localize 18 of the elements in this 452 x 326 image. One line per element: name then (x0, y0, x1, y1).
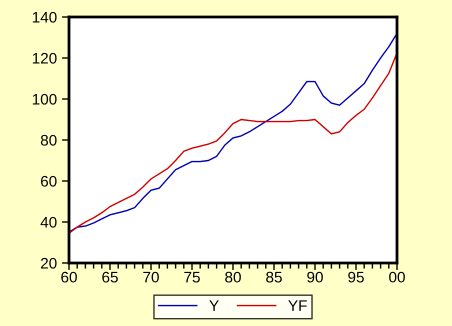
x-tick-label: 75 (184, 272, 200, 283)
x-tick-label: 90 (307, 272, 323, 283)
y-tick-label: 140 (32, 12, 57, 23)
legend-label: YF (288, 300, 307, 311)
y-tick-label: 100 (32, 94, 57, 105)
y-tick-label: 120 (32, 52, 57, 64)
x-tick-label: 80 (225, 272, 241, 283)
x-tick-label: 70 (143, 272, 159, 283)
y-tick-label: 20 (40, 258, 57, 269)
x-tick-label: 95 (348, 272, 364, 283)
legend-label: Y (209, 300, 219, 311)
y-tick-label: 60 (40, 176, 57, 187)
x-tick-label: 60 (61, 272, 77, 283)
y-tick-label: 40 (40, 216, 57, 228)
x-tick-label: 85 (266, 272, 282, 283)
y-tick-label: 80 (40, 134, 57, 146)
x-tick-label: 00 (389, 272, 405, 283)
x-tick-label: 65 (102, 272, 118, 283)
